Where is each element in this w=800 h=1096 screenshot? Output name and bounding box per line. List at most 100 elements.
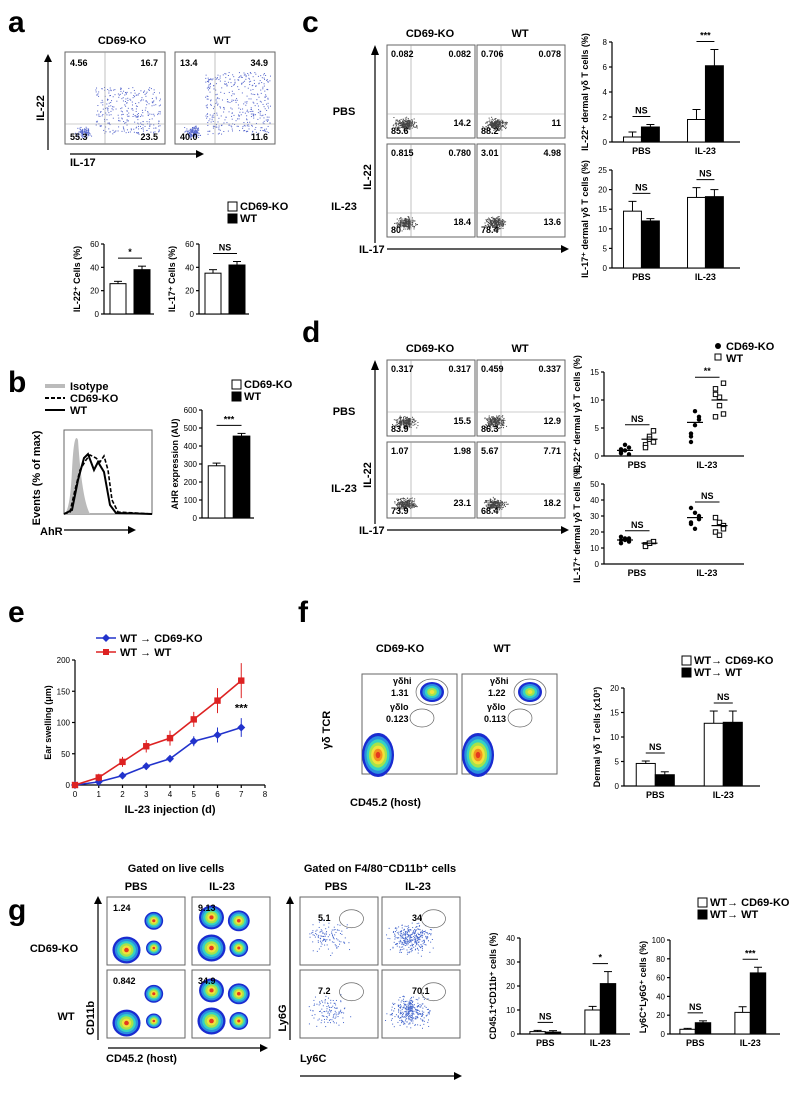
e-swelling-xtick-label: 0 bbox=[73, 790, 78, 799]
e-swelling-xtick-label: 4 bbox=[168, 790, 173, 799]
f-dermal-bar bbox=[654, 774, 675, 787]
g-ly6-bar bbox=[734, 1011, 751, 1035]
e-swelling-legend-marker bbox=[103, 649, 109, 655]
g-right-xlabel: Ly6C bbox=[300, 1053, 327, 1065]
d-il22-point bbox=[688, 439, 694, 445]
d-quad-ur: 0.317 bbox=[448, 364, 471, 374]
d-il17-point bbox=[712, 514, 719, 521]
a-legend-wt: WT bbox=[240, 213, 257, 225]
b-legend-ko: CD69-KO bbox=[70, 393, 119, 405]
f-dermal-ytick-label: 0 bbox=[615, 782, 620, 791]
a-il17-bar bbox=[204, 272, 222, 315]
e-swelling-point bbox=[143, 743, 150, 750]
a-il17-ytick-label: 60 bbox=[185, 240, 194, 249]
e-swelling-ytick-label: 100 bbox=[57, 719, 71, 728]
f-dermal-xcat: PBS bbox=[646, 790, 665, 800]
f-xlabel: CD45.2 (host) bbox=[350, 797, 421, 809]
e-swelling-legend-marker bbox=[102, 634, 110, 642]
a-il17-ytick-label: 0 bbox=[190, 310, 195, 319]
b-hist-xlabel: AhR bbox=[40, 526, 63, 538]
a-il17-ylabel: IL-17⁺ Cells (%) bbox=[167, 246, 177, 312]
d-il17-xcat: PBS bbox=[628, 568, 647, 578]
d-xlabel: IL-17 bbox=[359, 525, 385, 537]
g-ly6-ytick-label: 20 bbox=[656, 1011, 665, 1020]
panel-letter-f: f bbox=[298, 596, 309, 629]
g-ly6-ylabel: Ly6C⁺Ly6G⁺ cells (%) bbox=[638, 941, 648, 1033]
c-il17-xcat: PBS bbox=[632, 272, 651, 282]
d-quad-lr: 23.1 bbox=[453, 498, 471, 508]
g-legend-ko: WT→ CD69-KO bbox=[710, 897, 790, 909]
g-cd45-ylabel: CD45.1⁺CD11b⁺ cells (%) bbox=[488, 932, 498, 1039]
f-dermal-bar bbox=[635, 762, 656, 787]
panel-letter-b: b bbox=[8, 366, 26, 399]
a-il17-ytick-label: 40 bbox=[185, 263, 194, 272]
f-ko-val-lo: 0.123 bbox=[386, 714, 409, 724]
d-quad-lr: 12.9 bbox=[543, 416, 561, 426]
b-ahr-ytick-label: 0 bbox=[193, 514, 198, 523]
e-swelling-point bbox=[238, 677, 245, 684]
panel-letter-g: g bbox=[8, 894, 26, 927]
d-il17-point bbox=[692, 510, 698, 515]
a-il22-bar bbox=[109, 283, 127, 315]
g-value: 7.2 bbox=[318, 986, 331, 996]
c-il17-ytick-label: 20 bbox=[598, 186, 607, 195]
f-wt-val-hi: 1.22 bbox=[488, 688, 506, 698]
d-il17-point bbox=[618, 541, 624, 546]
g-left-ylabel: CD11b bbox=[85, 1001, 97, 1036]
c-row-pbs: PBS bbox=[333, 106, 356, 118]
g-scatter-plot bbox=[299, 969, 379, 1039]
d-il17-ytick-label: 40 bbox=[590, 496, 599, 505]
e-swelling-ytick-label: 0 bbox=[66, 781, 71, 790]
d-quad-ll: 83.9 bbox=[391, 424, 409, 434]
g-col-pbs-left: PBS bbox=[125, 881, 148, 893]
c-quad-ll: 88.2 bbox=[481, 126, 499, 136]
g-cd45-ytick-label: 20 bbox=[506, 982, 515, 991]
c-quad-lr: 11 bbox=[551, 118, 561, 128]
c-il22-sig: NS bbox=[635, 106, 648, 116]
f-ko-gate-hi: γδhi bbox=[393, 676, 411, 686]
b-ahr-ylabel: AHR expression (AU) bbox=[170, 418, 180, 509]
panel-b-histogram: Isotype CD69-KO WT Events (% of max) AhR bbox=[31, 381, 153, 538]
f-dermal-xcat: IL-23 bbox=[713, 790, 734, 800]
b-ahr-ytick-label: 400 bbox=[184, 442, 198, 451]
c-il17-bar bbox=[704, 196, 724, 269]
d-il22-ytick-label: 15 bbox=[590, 368, 599, 377]
e-swelling-ylabel: Ear swelling (μm) bbox=[43, 685, 53, 760]
g-ly6-xcat: IL-23 bbox=[740, 1038, 761, 1048]
d-title-ko: CD69-KO bbox=[406, 343, 455, 355]
g-scatter-plot bbox=[381, 896, 461, 966]
g-value: 34.9 bbox=[198, 976, 216, 986]
a-wt-q-lr: 11.6 bbox=[251, 132, 268, 142]
d-il22-point bbox=[688, 431, 694, 436]
d-il22-point bbox=[650, 428, 657, 434]
g-cd45-bar bbox=[544, 1031, 562, 1035]
d-quad-lr: 18.2 bbox=[543, 498, 561, 508]
g-right-ylabel: Ly6G bbox=[277, 1004, 289, 1031]
facs-grid-layer: 0.082 0.082 85.6 14.2 0.706 0.078 88.2 11 0.815 0… bbox=[359, 44, 569, 537]
b-ahr-ytick-label: 500 bbox=[184, 424, 198, 433]
g-cd45-xcat: IL-23 bbox=[590, 1038, 611, 1048]
e-swelling-xtick-label: 2 bbox=[120, 790, 125, 799]
d-il22-point bbox=[642, 444, 649, 451]
g-ly6-bar bbox=[679, 1028, 696, 1035]
e-swelling-xtick-label: 5 bbox=[192, 790, 197, 799]
c-il17-sig: NS bbox=[635, 182, 648, 192]
c-il22-xcat: PBS bbox=[632, 146, 651, 156]
g-ly6-ytick-label: 0 bbox=[661, 1030, 666, 1039]
g-value: 34 bbox=[412, 913, 422, 923]
e-swelling-point bbox=[189, 737, 198, 746]
b-ahr-bar bbox=[232, 435, 251, 519]
a-ko-q-lr: 23.5 bbox=[140, 132, 158, 142]
f-dermal-ylabel: Dermal γδ T cells (x10³) bbox=[592, 687, 602, 788]
c-row-il23: IL-23 bbox=[331, 201, 357, 213]
b-ahr-ytick-label: 300 bbox=[184, 460, 198, 469]
panel-letter-d: d bbox=[302, 316, 320, 349]
g-ly6-bar bbox=[749, 972, 767, 1035]
b-ahr-sig: *** bbox=[224, 414, 235, 424]
d-il17-xcat: IL-23 bbox=[696, 568, 717, 578]
f-dermal-sig: NS bbox=[649, 742, 662, 752]
c-il22-sig: *** bbox=[700, 31, 711, 41]
d-il22-point bbox=[696, 417, 702, 422]
